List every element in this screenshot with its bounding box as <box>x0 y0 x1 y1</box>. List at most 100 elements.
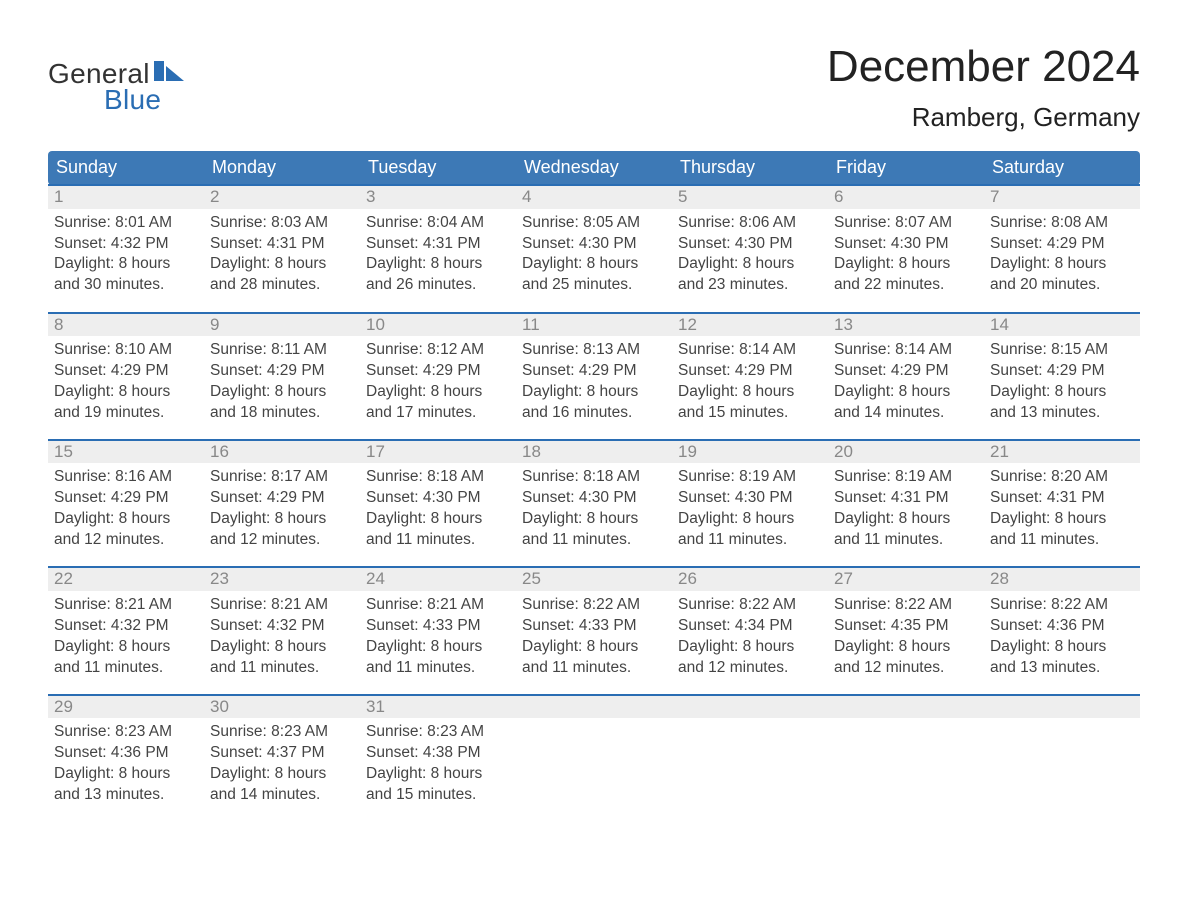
day-info: Sunrise: 8:23 AMSunset: 4:37 PMDaylight:… <box>204 718 360 806</box>
day-number: 12 <box>672 314 828 336</box>
day-content-cell: Sunrise: 8:11 AMSunset: 4:29 PMDaylight:… <box>204 336 360 440</box>
day-content-cell: Sunrise: 8:18 AMSunset: 4:30 PMDaylight:… <box>516 463 672 567</box>
day-number-cell: 19 <box>672 440 828 463</box>
day-content-cell: Sunrise: 8:04 AMSunset: 4:31 PMDaylight:… <box>360 209 516 313</box>
day-info-line: and 18 minutes. <box>210 403 356 424</box>
day-number-cell: 26 <box>672 567 828 590</box>
day-info-line: Daylight: 8 hours <box>54 382 200 403</box>
day-info <box>672 718 828 722</box>
day-content-cell: Sunrise: 8:22 AMSunset: 4:36 PMDaylight:… <box>984 591 1140 695</box>
day-info-line: and 11 minutes. <box>366 530 512 551</box>
day-content-cell <box>672 718 828 814</box>
day-info: Sunrise: 8:10 AMSunset: 4:29 PMDaylight:… <box>48 336 204 424</box>
day-info-line: Sunrise: 8:22 AM <box>678 595 824 616</box>
day-info-line: and 20 minutes. <box>990 275 1136 296</box>
day-info-line: Daylight: 8 hours <box>366 254 512 275</box>
day-number: 30 <box>204 696 360 718</box>
day-info-line: and 14 minutes. <box>834 403 980 424</box>
week-number-row: 1234567 <box>48 185 1140 208</box>
day-number-cell: 17 <box>360 440 516 463</box>
calendar-page: General Blue December 2024 Ramberg, Germ… <box>0 0 1188 854</box>
day-content-cell: Sunrise: 8:22 AMSunset: 4:33 PMDaylight:… <box>516 591 672 695</box>
day-number: 16 <box>204 441 360 463</box>
day-number-cell: 9 <box>204 313 360 336</box>
day-info-line: Sunset: 4:35 PM <box>834 616 980 637</box>
day-info-line: Sunset: 4:29 PM <box>990 234 1136 255</box>
day-content-cell: Sunrise: 8:19 AMSunset: 4:30 PMDaylight:… <box>672 463 828 567</box>
day-info-line: Sunrise: 8:21 AM <box>54 595 200 616</box>
day-info <box>984 718 1140 722</box>
day-info-line: Daylight: 8 hours <box>678 509 824 530</box>
day-info-line: and 12 minutes. <box>210 530 356 551</box>
day-info-line: Sunrise: 8:18 AM <box>366 467 512 488</box>
day-info: Sunrise: 8:21 AMSunset: 4:32 PMDaylight:… <box>48 591 204 679</box>
day-info-line: and 19 minutes. <box>54 403 200 424</box>
day-info-line: Sunrise: 8:21 AM <box>210 595 356 616</box>
day-number: 4 <box>516 186 672 208</box>
day-info: Sunrise: 8:01 AMSunset: 4:32 PMDaylight:… <box>48 209 204 297</box>
day-info-line: Sunrise: 8:23 AM <box>366 722 512 743</box>
day-number-cell: 16 <box>204 440 360 463</box>
day-info-line: Daylight: 8 hours <box>522 637 668 658</box>
day-number: 7 <box>984 186 1140 208</box>
day-info-line: and 28 minutes. <box>210 275 356 296</box>
day-number: 18 <box>516 441 672 463</box>
day-info-line: Sunset: 4:29 PM <box>54 488 200 509</box>
day-info-line: Sunset: 4:37 PM <box>210 743 356 764</box>
day-info-line: Sunrise: 8:14 AM <box>834 340 980 361</box>
day-content-cell: Sunrise: 8:20 AMSunset: 4:31 PMDaylight:… <box>984 463 1140 567</box>
week-content-row: Sunrise: 8:21 AMSunset: 4:32 PMDaylight:… <box>48 591 1140 695</box>
day-info: Sunrise: 8:13 AMSunset: 4:29 PMDaylight:… <box>516 336 672 424</box>
day-number: 19 <box>672 441 828 463</box>
day-info-line: Sunrise: 8:22 AM <box>522 595 668 616</box>
day-number: 11 <box>516 314 672 336</box>
logo: General Blue <box>48 30 184 116</box>
header-row: General Blue December 2024 Ramberg, Germ… <box>48 30 1140 133</box>
day-number-cell: 8 <box>48 313 204 336</box>
day-info-line: Sunset: 4:31 PM <box>366 234 512 255</box>
day-info: Sunrise: 8:06 AMSunset: 4:30 PMDaylight:… <box>672 209 828 297</box>
day-number-cell: . <box>672 695 828 718</box>
day-content-cell: Sunrise: 8:22 AMSunset: 4:34 PMDaylight:… <box>672 591 828 695</box>
day-info-line: Sunrise: 8:12 AM <box>366 340 512 361</box>
day-info-line: Sunset: 4:30 PM <box>834 234 980 255</box>
day-number: 17 <box>360 441 516 463</box>
day-info: Sunrise: 8:21 AMSunset: 4:33 PMDaylight:… <box>360 591 516 679</box>
day-info-line: Sunrise: 8:16 AM <box>54 467 200 488</box>
day-info-line: and 13 minutes. <box>990 658 1136 679</box>
day-info-line: and 13 minutes. <box>54 785 200 806</box>
day-info-line: Sunset: 4:30 PM <box>678 488 824 509</box>
day-number-cell: 21 <box>984 440 1140 463</box>
day-content-cell: Sunrise: 8:18 AMSunset: 4:30 PMDaylight:… <box>360 463 516 567</box>
day-info-line: Sunset: 4:31 PM <box>210 234 356 255</box>
day-number: 15 <box>48 441 204 463</box>
day-info-line: Daylight: 8 hours <box>990 382 1136 403</box>
day-info-line: Sunrise: 8:14 AM <box>678 340 824 361</box>
day-info-line: and 11 minutes. <box>54 658 200 679</box>
day-info-line: and 11 minutes. <box>522 658 668 679</box>
day-info-line: and 11 minutes. <box>834 530 980 551</box>
day-info-line: Daylight: 8 hours <box>522 509 668 530</box>
weekday-header: Tuesday <box>360 151 516 185</box>
day-info-line: and 12 minutes. <box>834 658 980 679</box>
day-number: 25 <box>516 568 672 590</box>
day-number: 2 <box>204 186 360 208</box>
day-info-line: Daylight: 8 hours <box>366 764 512 785</box>
day-info-line: Daylight: 8 hours <box>834 382 980 403</box>
day-number-cell: . <box>828 695 984 718</box>
weekday-header: Wednesday <box>516 151 672 185</box>
day-info-line: Daylight: 8 hours <box>366 509 512 530</box>
day-content-cell: Sunrise: 8:23 AMSunset: 4:36 PMDaylight:… <box>48 718 204 814</box>
month-title: December 2024 <box>827 44 1140 90</box>
day-content-cell <box>828 718 984 814</box>
day-info-line: Sunset: 4:30 PM <box>678 234 824 255</box>
day-info-line: and 15 minutes. <box>366 785 512 806</box>
day-number: 21 <box>984 441 1140 463</box>
day-number: 14 <box>984 314 1140 336</box>
day-number-cell: . <box>984 695 1140 718</box>
day-info-line: Daylight: 8 hours <box>678 382 824 403</box>
day-number: 31 <box>360 696 516 718</box>
day-number: 13 <box>828 314 984 336</box>
day-info-line: Sunset: 4:32 PM <box>54 616 200 637</box>
day-info: Sunrise: 8:11 AMSunset: 4:29 PMDaylight:… <box>204 336 360 424</box>
